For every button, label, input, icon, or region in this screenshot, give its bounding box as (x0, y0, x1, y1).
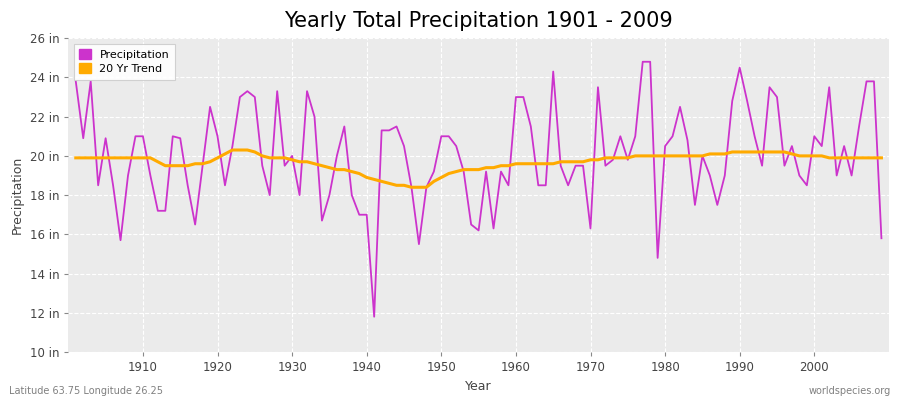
20 Yr Trend (406, 185, 417, 190)
Precipitation (637, 59, 648, 64)
Precipitation (608, 158, 618, 162)
Y-axis label: Precipitation: Precipitation (11, 156, 24, 234)
Legend: Precipitation, 20 Yr Trend: Precipitation, 20 Yr Trend (74, 44, 175, 80)
Precipitation (369, 314, 380, 319)
20 Yr Trend (518, 161, 529, 166)
X-axis label: Year: Year (465, 380, 492, 392)
Precipitation (339, 124, 350, 129)
Precipitation (876, 236, 886, 241)
Line: Precipitation: Precipitation (76, 62, 881, 317)
20 Yr Trend (615, 156, 626, 160)
20 Yr Trend (302, 159, 312, 164)
Precipitation (130, 134, 141, 139)
20 Yr Trend (346, 169, 357, 174)
Precipitation (510, 95, 521, 100)
Precipitation (294, 193, 305, 198)
Text: Latitude 63.75 Longitude 26.25: Latitude 63.75 Longitude 26.25 (9, 386, 163, 396)
20 Yr Trend (70, 156, 81, 160)
20 Yr Trend (526, 161, 536, 166)
Line: 20 Yr Trend: 20 Yr Trend (76, 150, 881, 187)
Precipitation (518, 95, 529, 100)
20 Yr Trend (227, 148, 238, 152)
20 Yr Trend (876, 156, 886, 160)
Text: worldspecies.org: worldspecies.org (809, 386, 891, 396)
Precipitation (70, 79, 81, 84)
Title: Yearly Total Precipitation 1901 - 2009: Yearly Total Precipitation 1901 - 2009 (284, 11, 673, 31)
20 Yr Trend (130, 156, 141, 160)
